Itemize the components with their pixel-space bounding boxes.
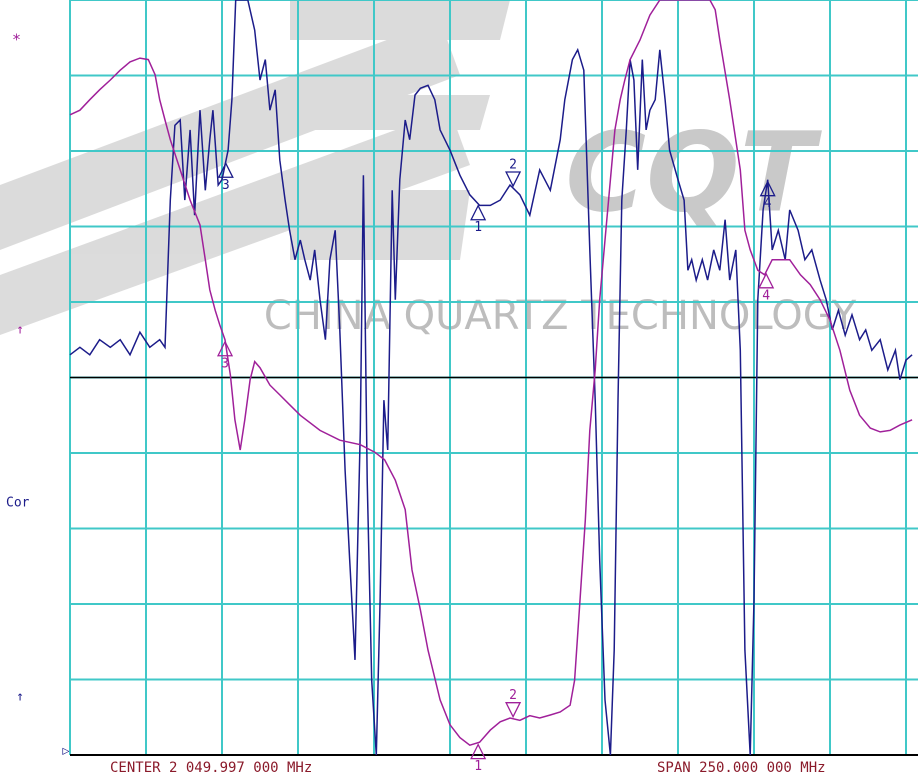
marker <box>470 743 487 760</box>
trace <box>69 0 913 747</box>
marker-label: 3 <box>222 178 230 193</box>
marker <box>470 204 487 221</box>
marker <box>216 340 234 357</box>
marker <box>217 161 234 178</box>
marker-label: 1 <box>474 759 482 774</box>
watermark-stripe <box>0 110 470 335</box>
annotation: ↑ <box>16 323 24 338</box>
marker-label: 1 <box>474 220 482 235</box>
marker-label: 2 <box>509 157 517 172</box>
watermark: CQT CHINA QUARTZ TECHNOLOGY <box>0 0 857 339</box>
annotation: Cor <box>6 496 30 511</box>
watermark-block <box>290 190 470 260</box>
marker <box>505 702 522 719</box>
marker <box>505 171 522 188</box>
marker <box>758 272 775 289</box>
annotation: ↑ <box>16 690 24 705</box>
marker-label: 4 <box>762 288 770 303</box>
marker-label: 4 <box>764 196 772 211</box>
span-label: SPAN 250.000 000 MHz <box>657 760 826 776</box>
watermark-block <box>290 0 510 40</box>
annotation: ▷ <box>62 744 70 758</box>
watermark-block <box>290 95 490 130</box>
marker <box>759 180 776 197</box>
trace <box>69 0 913 756</box>
annotation: * <box>12 31 21 49</box>
marker-label: 2 <box>509 688 517 703</box>
marker-label: 3 <box>221 356 229 371</box>
watermark-stripe <box>0 20 460 250</box>
watermark-logo: CQT <box>565 108 822 236</box>
center-label: CENTER 2 049.997 000 MHz <box>110 760 312 776</box>
